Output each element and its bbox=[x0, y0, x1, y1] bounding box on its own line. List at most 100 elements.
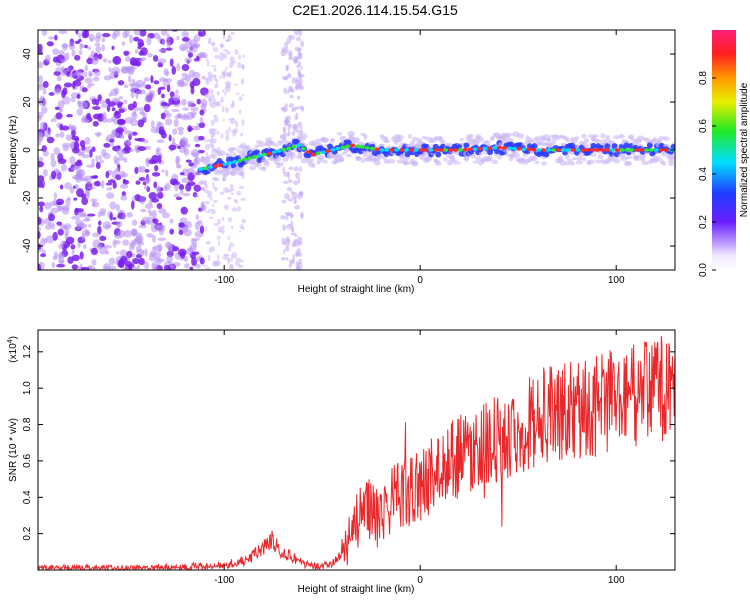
noise-dot bbox=[193, 34, 201, 43]
noise-dot bbox=[283, 171, 289, 178]
noise-dot bbox=[108, 66, 112, 73]
noise-dot bbox=[42, 87, 47, 96]
noise-dot bbox=[156, 224, 166, 233]
noise-dot bbox=[112, 55, 122, 65]
noise-dot bbox=[280, 106, 287, 111]
noise-dot bbox=[200, 102, 207, 111]
noise-dot bbox=[158, 129, 166, 136]
noise-dot bbox=[219, 44, 225, 48]
noise-dot bbox=[182, 192, 191, 197]
ridge-halo bbox=[484, 140, 491, 146]
ridge-halo bbox=[661, 160, 667, 166]
noise-dot bbox=[102, 152, 111, 160]
noise-dot bbox=[284, 193, 291, 200]
noise-dot bbox=[289, 124, 293, 128]
noise-dot bbox=[180, 206, 189, 215]
ridge-halo bbox=[257, 163, 262, 167]
ridge-mark bbox=[646, 142, 653, 149]
noise-dot bbox=[182, 107, 189, 111]
ridge-mark bbox=[494, 148, 501, 155]
ridge-core bbox=[604, 148, 610, 152]
snr-yscale-label: (x104) bbox=[7, 336, 19, 363]
noise-dot bbox=[112, 239, 117, 248]
noise-dot bbox=[57, 228, 64, 236]
noise-dot bbox=[299, 85, 304, 91]
snr-marks bbox=[38, 335, 675, 570]
noise-dot bbox=[194, 221, 200, 231]
ridge-halo bbox=[387, 158, 396, 164]
ridge-halo bbox=[435, 160, 441, 165]
noise-dot bbox=[120, 194, 128, 201]
noise-dot bbox=[197, 30, 204, 33]
ridge-halo bbox=[592, 134, 599, 138]
noise-dot bbox=[189, 44, 198, 53]
noise-dot bbox=[191, 251, 200, 255]
noise-dot bbox=[231, 60, 237, 64]
ridge-halo bbox=[363, 133, 368, 140]
noise-dot bbox=[181, 37, 190, 42]
noise-dot bbox=[179, 82, 188, 87]
ridge-core bbox=[384, 148, 390, 152]
noise-dot bbox=[234, 83, 239, 86]
noise-dot bbox=[239, 259, 245, 263]
noise-dot bbox=[156, 185, 162, 194]
noise-dot bbox=[118, 108, 125, 114]
noise-dot bbox=[221, 216, 225, 221]
ridge-halo bbox=[411, 136, 418, 142]
noise-dot bbox=[173, 193, 180, 198]
ridge-core bbox=[575, 148, 581, 152]
noise-dot bbox=[53, 251, 58, 258]
noise-dot bbox=[88, 83, 95, 87]
ridge-core bbox=[560, 148, 566, 152]
ridge-halo bbox=[266, 145, 271, 149]
noise-dot bbox=[208, 88, 214, 95]
noise-dot bbox=[92, 200, 96, 208]
snr-yscale-base: (x10 bbox=[8, 343, 19, 363]
noise-dot bbox=[184, 263, 190, 269]
noise-dot bbox=[91, 146, 96, 153]
ridge-halo bbox=[345, 153, 352, 158]
noise-dot bbox=[178, 184, 185, 191]
noise-dot bbox=[286, 257, 289, 261]
ridge-core bbox=[452, 148, 458, 152]
noise-dot bbox=[163, 265, 171, 270]
ridge-core bbox=[433, 148, 439, 152]
noise-dot bbox=[88, 224, 92, 228]
ridge-halo bbox=[376, 154, 383, 159]
noise-dot bbox=[161, 93, 165, 99]
noise-dot bbox=[152, 235, 157, 243]
noise-dot bbox=[123, 157, 128, 163]
noise-dot bbox=[123, 230, 133, 238]
noise-dot bbox=[137, 89, 146, 95]
ridge-halo bbox=[496, 156, 502, 160]
noise-dot bbox=[163, 185, 168, 192]
noise-dot bbox=[76, 224, 81, 230]
noise-dot bbox=[235, 257, 242, 262]
noise-dot bbox=[124, 116, 134, 124]
ridge-core bbox=[663, 148, 669, 152]
noise-dot bbox=[157, 58, 167, 64]
ridge-halo bbox=[639, 154, 647, 158]
noise-dot bbox=[288, 103, 295, 108]
noise-dot bbox=[145, 176, 151, 185]
noise-dot bbox=[71, 264, 79, 270]
noise-dot bbox=[90, 247, 98, 256]
noise-dot bbox=[169, 228, 175, 235]
noise-dot bbox=[222, 118, 225, 122]
noise-dot bbox=[216, 235, 221, 240]
noise-dot bbox=[38, 216, 42, 225]
ridge-halo bbox=[236, 170, 245, 176]
noise-dot bbox=[291, 191, 298, 200]
ridge-core bbox=[286, 146, 292, 150]
ridge-halo bbox=[565, 137, 570, 143]
ridge-halo bbox=[261, 166, 267, 172]
noise-dot bbox=[50, 152, 55, 161]
x-tick-label: 100 bbox=[608, 275, 625, 286]
noise-dot bbox=[158, 154, 162, 164]
noise-dot bbox=[230, 225, 234, 230]
ridge-core bbox=[629, 148, 635, 152]
noise-dot bbox=[241, 218, 246, 224]
ridge-core bbox=[315, 151, 321, 156]
noise-dot bbox=[282, 241, 287, 246]
noise-dot bbox=[72, 80, 76, 89]
